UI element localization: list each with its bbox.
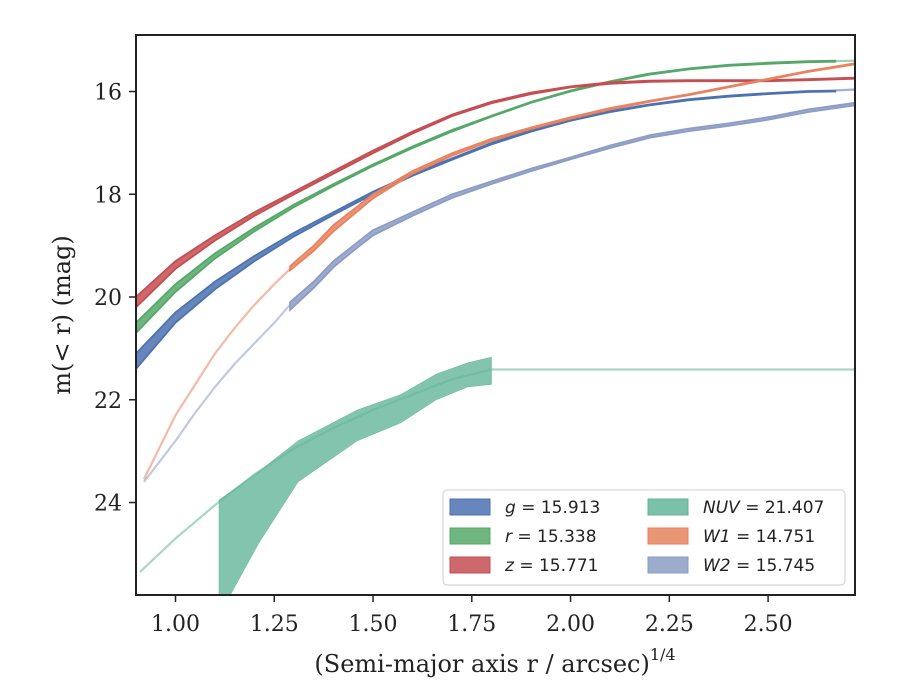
legend-label-g: g = 15.913 [505, 498, 600, 518]
x-tick-label: 1.25 [250, 612, 299, 637]
x-axis-label-exponent: 1/4 [650, 645, 676, 664]
legend-swatch-w2 [647, 556, 689, 574]
series-nuv-band [218, 356, 492, 595]
series-layer [136, 59, 855, 595]
y-axis-ticks: 16 18 20 22 24 [94, 81, 136, 517]
legend-swatch-g [449, 498, 491, 516]
x-tick-label: 2.00 [546, 612, 595, 637]
legend-swatch-w1 [647, 527, 689, 545]
series-r-extrapolation-line [835, 59, 855, 63]
legend-label-nuv: NUV = 21.407 [703, 498, 824, 518]
series-g-extrapolation-line [835, 88, 855, 92]
y-tick-label: 20 [94, 286, 122, 311]
legend-swatch-z [449, 556, 491, 574]
plot-frame [135, 34, 856, 596]
x-axis-ticks: 1.00 1.25 1.50 1.75 2.00 2.25 2.50 [151, 595, 793, 637]
x-tick-label: 1.00 [151, 612, 200, 637]
y-tick-label: 18 [94, 183, 122, 208]
x-tick-label: 2.50 [744, 612, 793, 637]
y-tick-label: 16 [94, 81, 122, 106]
y-tick-label: 24 [94, 492, 122, 517]
series-w1-band [289, 62, 855, 273]
legend-box [442, 489, 846, 586]
x-axis-label: (Semi-major axis r / arcsec)1/4 [314, 645, 675, 678]
legend-label-w1: W1 = 14.751 [703, 527, 815, 547]
series-r-band [136, 59, 837, 335]
legend-swatch-r [449, 527, 491, 545]
series-w1-extrapolation-line [142, 268, 291, 480]
series-w2-extrapolation-line [143, 303, 291, 483]
legend-label-z: z = 15.771 [504, 556, 598, 576]
y-axis-label: m(< r) (mag) [48, 235, 76, 394]
legend-label-w2: W2 = 15.745 [703, 556, 815, 576]
legend: g = 15.913 r = 15.338 z = 15.771 NUV = 21.4… [442, 489, 846, 586]
x-tick-label: 1.75 [447, 612, 496, 637]
x-tick-label: 2.25 [645, 612, 694, 637]
legend-swatch-nuv [647, 498, 689, 516]
series-z-band [136, 76, 855, 309]
legend-label-r: r = 15.338 [505, 527, 597, 547]
x-tick-label: 1.50 [349, 612, 398, 637]
y-tick-label: 22 [94, 389, 122, 414]
series-w2-band [289, 101, 855, 312]
